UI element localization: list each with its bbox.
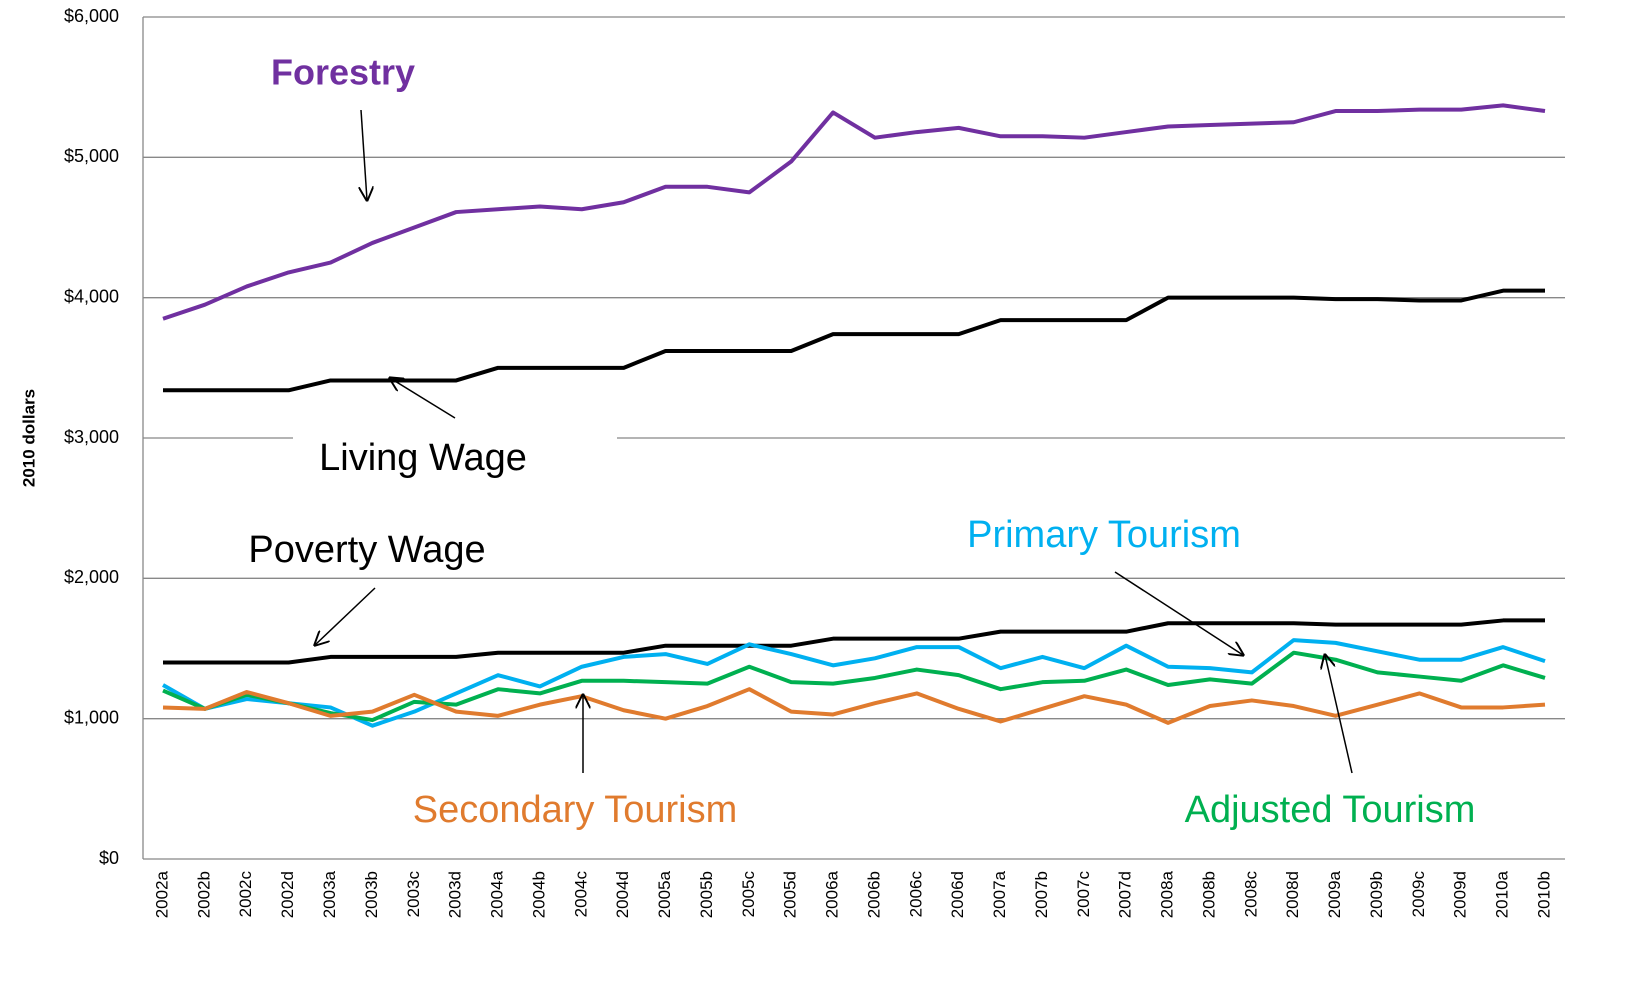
series-line bbox=[162, 687, 1546, 725]
x-tick-label: 2002b bbox=[194, 871, 213, 918]
series-label: Poverty Wage bbox=[248, 529, 485, 571]
annotation-arrow bbox=[1325, 655, 1353, 774]
x-tick-label: 2005b bbox=[697, 871, 716, 918]
x-tick-label: 2006d bbox=[948, 871, 967, 918]
series-line bbox=[163, 618, 1545, 665]
x-tick-label: 2006a bbox=[823, 870, 842, 918]
x-tick-label: 2009c bbox=[1409, 871, 1428, 918]
x-tick-label: 2004a bbox=[488, 870, 507, 918]
series-label: Secondary Tourism bbox=[413, 789, 738, 831]
x-tick-label: 2007a bbox=[990, 870, 1009, 918]
x-tick-label: 2007c bbox=[1074, 871, 1093, 918]
series-label: Living Wage bbox=[319, 437, 527, 479]
x-tick-label: 2008c bbox=[1241, 871, 1260, 918]
x-tick-label: 2003b bbox=[362, 871, 381, 918]
x-tick-label: 2009b bbox=[1367, 871, 1386, 918]
x-tick-label: 2005a bbox=[655, 870, 674, 918]
annotation-arrow bbox=[315, 587, 376, 645]
x-tick-label: 2004c bbox=[571, 871, 590, 918]
x-tick-label: 2003a bbox=[320, 870, 339, 918]
annotation-arrow bbox=[361, 109, 367, 200]
x-tick-label: 2008a bbox=[1158, 870, 1177, 918]
series-label: Primary Tourism bbox=[967, 514, 1241, 556]
x-tick-label: 2005c bbox=[739, 871, 758, 918]
label-backdrop bbox=[293, 430, 617, 480]
y-tick-label: $2,000 bbox=[64, 567, 119, 587]
x-tick-label: 2003c bbox=[404, 871, 423, 918]
x-tick-label: 2008b bbox=[1199, 871, 1218, 918]
series-line bbox=[162, 650, 1546, 723]
x-tick-label: 2007d bbox=[1116, 871, 1135, 918]
y-tick-label: $4,000 bbox=[64, 286, 119, 306]
y-axis-label: 2010 dollars bbox=[19, 389, 38, 487]
x-tick-label: 2006b bbox=[864, 871, 883, 918]
x-tick-label: 2009a bbox=[1325, 870, 1344, 918]
x-tick-label: 2010a bbox=[1493, 870, 1512, 918]
series-line bbox=[162, 638, 1546, 728]
series-line bbox=[163, 288, 1545, 393]
x-tick-label: 2006c bbox=[906, 871, 925, 918]
x-tick-label: 2002c bbox=[236, 871, 255, 918]
x-tick-label: 2004b bbox=[529, 871, 548, 918]
annotation-arrow bbox=[390, 378, 456, 419]
x-tick-label: 2005d bbox=[781, 871, 800, 918]
x-tick-label: 2009d bbox=[1451, 871, 1470, 918]
x-tick-label: 2010b bbox=[1534, 871, 1553, 918]
x-tick-label: 2002a bbox=[152, 870, 171, 918]
x-tick-label: 2003d bbox=[446, 871, 465, 918]
series-label: Forestry bbox=[271, 52, 415, 93]
y-tick-label: $1,000 bbox=[64, 707, 119, 727]
y-tick-label: $6,000 bbox=[64, 6, 119, 26]
y-tick-label: $0 bbox=[99, 848, 119, 868]
x-tick-label: 2002d bbox=[278, 871, 297, 918]
y-tick-label: $3,000 bbox=[64, 427, 119, 447]
series-label: Adjusted Tourism bbox=[1185, 789, 1476, 831]
label-backdrop bbox=[217, 522, 531, 572]
annotation-arrow bbox=[1114, 571, 1243, 655]
x-tick-label: 2007b bbox=[1032, 871, 1051, 918]
x-tick-label: 2004d bbox=[613, 871, 632, 918]
x-tick-label: 2008d bbox=[1283, 871, 1302, 918]
series-line bbox=[162, 103, 1546, 321]
y-tick-label: $5,000 bbox=[64, 146, 119, 166]
